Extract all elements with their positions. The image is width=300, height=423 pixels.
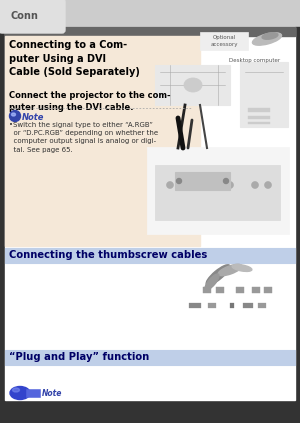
Ellipse shape: [182, 181, 188, 189]
Bar: [0, 27, 5, 423]
Bar: [5, 27, 295, 36]
FancyBboxPatch shape: [0, 0, 65, 33]
Text: Desktop computer: Desktop computer: [230, 58, 280, 63]
Bar: [240, 62, 288, 127]
Ellipse shape: [10, 110, 20, 121]
Bar: [26, 389, 40, 397]
Text: Conn: Conn: [10, 11, 38, 21]
Text: Note: Note: [22, 113, 44, 122]
Ellipse shape: [262, 33, 278, 39]
Bar: [189, 303, 201, 308]
Text: Connect the projector to the com-
puter using the DVI cable.: Connect the projector to the com- puter …: [9, 91, 171, 112]
Bar: [295, 27, 300, 423]
Ellipse shape: [10, 387, 30, 399]
Ellipse shape: [205, 274, 219, 290]
Ellipse shape: [251, 181, 259, 189]
Ellipse shape: [253, 33, 281, 45]
Bar: [216, 287, 224, 293]
Bar: [5, 350, 295, 365]
Bar: [243, 303, 253, 308]
Ellipse shape: [184, 78, 202, 92]
Text: Note: Note: [42, 388, 62, 398]
Ellipse shape: [11, 113, 16, 116]
Bar: [248, 116, 270, 119]
Bar: [252, 287, 260, 293]
Ellipse shape: [206, 265, 230, 285]
Bar: [148, 148, 288, 233]
Bar: [5, 27, 295, 400]
Bar: [155, 65, 230, 105]
Text: Connecting the thumbscrew cables: Connecting the thumbscrew cables: [9, 250, 207, 261]
Bar: [208, 303, 216, 308]
Ellipse shape: [13, 388, 20, 392]
Bar: [155, 165, 280, 220]
Bar: [264, 287, 272, 293]
Bar: [5, 248, 295, 263]
Ellipse shape: [167, 181, 173, 189]
Bar: [258, 303, 266, 308]
Text: •Switch the signal type to either “A.RGB”
  or “D.PC.RGB” depending on whether t: •Switch the signal type to either “A.RGB…: [9, 122, 158, 153]
Bar: [236, 287, 244, 293]
Text: “Plug and Play” function: “Plug and Play” function: [9, 352, 149, 363]
Bar: [248, 122, 270, 124]
Bar: [248, 108, 270, 112]
Text: Connecting to a Com-
puter Using a DVI
Cable (Sold Separately): Connecting to a Com- puter Using a DVI C…: [9, 40, 140, 77]
Ellipse shape: [265, 181, 272, 189]
Ellipse shape: [196, 181, 203, 189]
Ellipse shape: [218, 264, 242, 276]
Ellipse shape: [212, 181, 218, 189]
Ellipse shape: [176, 179, 181, 184]
Bar: [230, 303, 234, 308]
Bar: [200, 32, 248, 50]
Bar: [0, 0, 300, 27]
Bar: [0, 400, 300, 423]
Bar: [5, 36, 200, 246]
Text: Optional
accessory: Optional accessory: [210, 36, 238, 47]
Ellipse shape: [232, 264, 252, 272]
Ellipse shape: [226, 181, 233, 189]
Ellipse shape: [224, 179, 229, 184]
Bar: [203, 287, 211, 293]
Bar: [175, 172, 230, 190]
